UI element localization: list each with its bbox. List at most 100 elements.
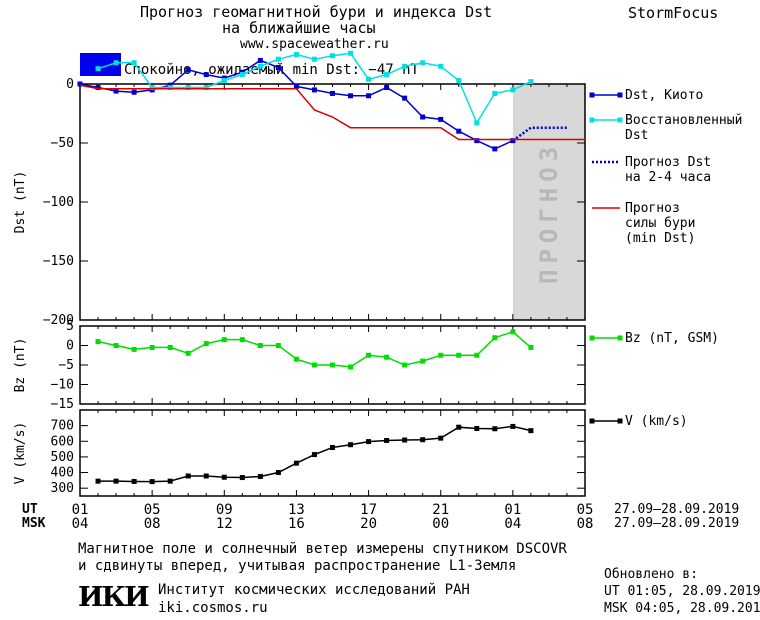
data-point bbox=[203, 72, 209, 78]
institute-url[interactable]: iki.cosmos.ru bbox=[158, 600, 268, 616]
ut-tick-label: 21 bbox=[432, 502, 449, 518]
series-line bbox=[79, 59, 514, 150]
data-point bbox=[402, 362, 408, 368]
data-point bbox=[330, 445, 335, 451]
msk-tick-label: 12 bbox=[216, 516, 233, 532]
data-point bbox=[438, 116, 444, 122]
data-point bbox=[366, 352, 372, 358]
data-point bbox=[221, 337, 227, 343]
ut-date-range: 27.09–28.09.2019 bbox=[614, 502, 740, 517]
data-point bbox=[95, 66, 101, 72]
legend-marker bbox=[589, 418, 595, 424]
y-tick-label: 400 bbox=[51, 466, 74, 481]
msk-tick-label: 20 bbox=[360, 516, 377, 532]
data-point bbox=[456, 424, 462, 430]
data-point bbox=[456, 128, 462, 134]
footer-note-line1: Магнитное поле и солнечный ветер измерен… bbox=[78, 541, 567, 557]
data-point bbox=[330, 53, 335, 59]
data-point bbox=[293, 52, 299, 57]
data-point bbox=[330, 362, 335, 368]
data-point bbox=[492, 335, 498, 341]
data-point bbox=[131, 60, 137, 66]
data-point bbox=[420, 358, 426, 364]
brand-name: StormFocus bbox=[628, 4, 719, 22]
panel-frame bbox=[79, 409, 586, 497]
status-color-box bbox=[80, 53, 121, 76]
y-axis-label: Bz (nT) bbox=[13, 338, 28, 393]
forecast-zone bbox=[512, 84, 585, 320]
ut-tick-label: 01 bbox=[72, 502, 89, 518]
site-url[interactable]: www.spaceweather.ru bbox=[240, 37, 389, 52]
data-point bbox=[402, 95, 408, 101]
data-point bbox=[311, 56, 317, 62]
msk-axis-label: MSK bbox=[22, 516, 46, 531]
y-tick-label: −5 bbox=[58, 358, 74, 373]
legend-label: силы бури bbox=[625, 216, 695, 231]
y-tick-label: −15 bbox=[51, 397, 74, 412]
data-point bbox=[239, 337, 245, 343]
data-point bbox=[275, 343, 281, 348]
msk-tick-label: 16 bbox=[288, 516, 305, 532]
panel-frame bbox=[79, 83, 586, 321]
data-point bbox=[528, 79, 534, 85]
data-point bbox=[167, 478, 173, 484]
ut-tick-label: 01 bbox=[504, 502, 521, 518]
data-point bbox=[311, 362, 317, 368]
data-point bbox=[474, 425, 480, 431]
data-point bbox=[149, 479, 155, 485]
data-point bbox=[275, 64, 281, 70]
y-tick-label: −200 bbox=[43, 313, 74, 328]
legend-label: Восстановленный bbox=[625, 113, 742, 128]
data-point bbox=[348, 442, 354, 448]
data-point bbox=[311, 452, 317, 458]
data-point bbox=[474, 352, 480, 358]
data-point bbox=[492, 426, 498, 432]
data-point bbox=[95, 339, 101, 345]
data-point bbox=[474, 138, 480, 144]
y-tick-label: −10 bbox=[51, 378, 74, 393]
ut-axis-label: UT bbox=[22, 502, 38, 517]
data-point bbox=[384, 354, 390, 360]
msk-tick-label: 04 bbox=[72, 516, 89, 532]
data-point bbox=[221, 77, 227, 83]
data-point bbox=[293, 83, 299, 89]
data-point bbox=[185, 85, 191, 91]
data-point bbox=[384, 85, 390, 91]
data-point bbox=[420, 437, 426, 443]
legend-marker bbox=[617, 418, 623, 424]
data-point bbox=[185, 473, 191, 479]
legend-marker bbox=[617, 117, 623, 123]
data-point bbox=[113, 60, 119, 66]
msk-date-range: 27.09–28.09.2019 bbox=[614, 516, 740, 531]
data-point bbox=[95, 478, 101, 484]
forecast-zone-label: ПРОГНОЗ bbox=[535, 141, 563, 284]
legend-marker bbox=[617, 92, 623, 98]
data-point bbox=[384, 72, 390, 78]
data-point bbox=[185, 67, 191, 73]
data-point bbox=[330, 90, 335, 96]
msk-tick-label: 04 bbox=[504, 516, 521, 532]
updated-ut: UT 01:05, 28.09.2019 bbox=[604, 584, 760, 599]
data-point bbox=[239, 475, 245, 481]
data-point bbox=[474, 120, 480, 126]
data-point bbox=[456, 352, 462, 358]
data-point bbox=[510, 423, 516, 429]
data-point bbox=[149, 85, 155, 91]
data-point bbox=[492, 90, 498, 96]
data-point bbox=[438, 435, 444, 441]
data-point bbox=[528, 428, 534, 434]
data-point bbox=[438, 352, 444, 358]
data-point bbox=[366, 76, 372, 82]
data-point bbox=[203, 473, 209, 479]
data-point bbox=[77, 81, 83, 87]
y-tick-label: 0 bbox=[66, 339, 74, 354]
data-point bbox=[348, 50, 354, 56]
y-tick-label: −150 bbox=[43, 254, 74, 269]
msk-tick-label: 08 bbox=[144, 516, 161, 532]
status-text: Спокойно, ожидаемый min Dst: −47 nT bbox=[124, 62, 420, 78]
data-point bbox=[293, 356, 299, 362]
y-tick-label: 0 bbox=[66, 77, 74, 92]
legend-marker bbox=[589, 335, 595, 341]
data-point bbox=[221, 474, 227, 480]
ut-tick-label: 05 bbox=[144, 502, 161, 518]
